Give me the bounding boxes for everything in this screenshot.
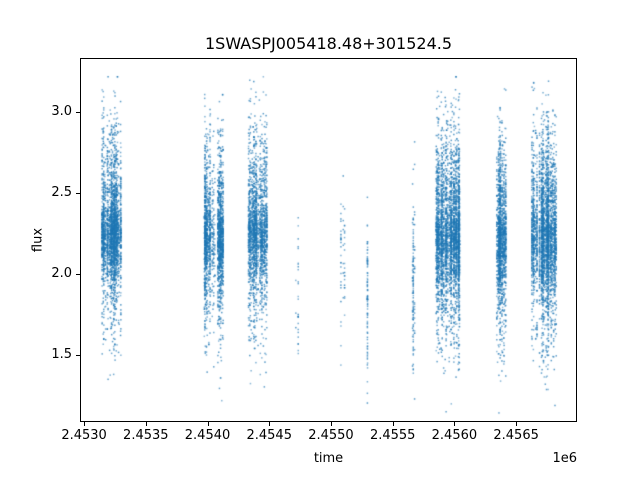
x-tick-label: 2.4530 — [61, 428, 107, 443]
x-tick-label: 2.4555 — [369, 428, 416, 443]
x-tick-mark — [84, 422, 86, 426]
chart-title: 1SWASPJ005418.48+301524.5 — [204, 34, 453, 53]
plot-area — [80, 58, 577, 422]
y-tick-label: 2.0 — [51, 265, 72, 281]
x-tick-label: 2.4550 — [308, 428, 354, 443]
x-tick-mark — [269, 422, 271, 426]
y-tick-label: 3.0 — [51, 104, 72, 120]
y-axis-label: flux — [30, 227, 46, 253]
x-tick-label: 2.4540 — [184, 428, 231, 443]
scatter-points-canvas — [81, 59, 576, 421]
x-tick-mark — [454, 422, 456, 426]
x-tick-mark — [392, 422, 394, 426]
x-tick-mark — [207, 422, 209, 426]
x-tick-label: 2.4545 — [246, 428, 292, 443]
x-tick-label: 2.4535 — [123, 428, 169, 443]
x-axis-offset-label: 1e6 — [552, 451, 577, 466]
x-tick-mark — [145, 422, 147, 426]
y-tick-label: 1.5 — [51, 346, 72, 362]
y-tick-mark — [76, 193, 80, 195]
x-tick-mark — [330, 422, 332, 426]
y-tick-mark — [76, 112, 80, 114]
x-tick-label: 2.4560 — [431, 428, 478, 443]
x-tick-label: 2.4565 — [493, 428, 539, 443]
x-axis-label: time — [313, 451, 344, 466]
y-tick-mark — [76, 354, 80, 356]
y-tick-mark — [76, 273, 80, 275]
x-tick-mark — [516, 422, 518, 426]
y-tick-label: 2.5 — [51, 185, 72, 201]
